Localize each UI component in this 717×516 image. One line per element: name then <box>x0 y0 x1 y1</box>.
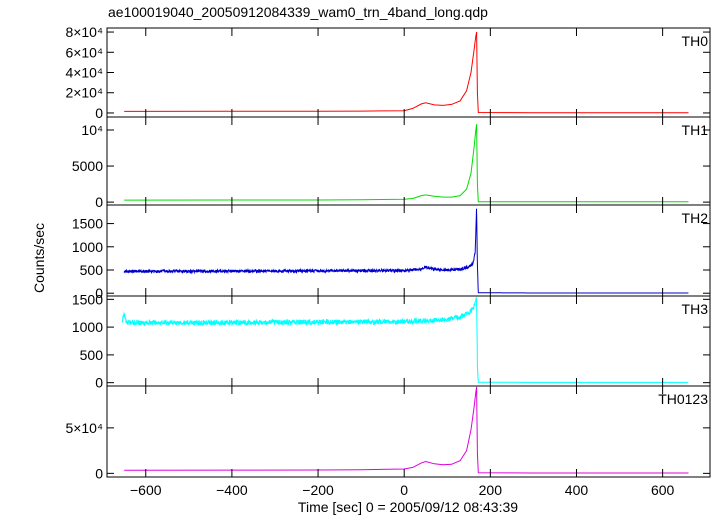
y-tick-label: 5×10⁴ <box>65 420 103 436</box>
panel-th2: 0 500 1000 1500 TH2 <box>72 204 711 301</box>
panel-label: TH0123 <box>658 391 708 407</box>
y-tick-label: 0 <box>95 465 103 481</box>
y-tick-label: 1000 <box>72 239 103 255</box>
y-tick-label: 0 <box>95 375 103 391</box>
x-tick-label: 200 <box>479 482 503 498</box>
x-tick-label: 400 <box>565 482 589 498</box>
series-line-th0 <box>124 31 689 114</box>
x-axis-label: Time [sec] 0 = 2005/09/12 08:43:39 <box>298 499 518 515</box>
panel-th0: 0 2×10⁴ 4×10⁴ 6×10⁴ 8×10⁴ TH0 <box>65 24 711 121</box>
panel-label: TH3 <box>682 301 709 317</box>
x-tick-label: −200 <box>302 482 334 498</box>
panel-th3: 0 500 1000 1500 TH3 <box>72 291 711 391</box>
y-tick-label: 8×10⁴ <box>65 24 103 40</box>
panel-label: TH0 <box>682 33 709 49</box>
chart-title: ae100019040_20050912084339_wam0_trn_4ban… <box>108 4 488 20</box>
y-tick-label: 5000 <box>72 158 103 174</box>
panel-th1: 0 5000 10⁴ TH1 <box>72 116 711 210</box>
y-tick-label: 10⁴ <box>81 122 103 138</box>
x-tick-label: −600 <box>130 482 162 498</box>
y-tick-label: 1500 <box>72 216 103 232</box>
series-line-th0123 <box>124 386 689 474</box>
y-tick-label: 500 <box>80 347 104 363</box>
x-tick-label: −400 <box>216 482 248 498</box>
series-line-th1 <box>124 124 689 203</box>
panel-frame <box>106 204 711 297</box>
y-tick-label: 0 <box>95 105 103 121</box>
panel-frame <box>106 116 711 206</box>
panel-th0123: 0 5×10⁴ TH0123 <box>65 385 711 481</box>
panel-label: TH2 <box>682 210 709 226</box>
y-tick-label: 4×10⁴ <box>65 65 103 81</box>
x-tick-label: 0 <box>400 482 408 498</box>
series-line-th3 <box>121 297 689 383</box>
y-tick-label: 0 <box>95 285 103 301</box>
y-tick-label: 0 <box>95 194 103 210</box>
y-tick-label: 1000 <box>72 319 103 335</box>
y-tick-label: 500 <box>80 262 104 278</box>
panel-frame <box>106 385 711 478</box>
y-axis-label: Counts/sec <box>31 223 47 293</box>
x-tick-label: 600 <box>651 482 675 498</box>
y-tick-label: 1500 <box>72 291 103 307</box>
panel-frame <box>106 295 711 387</box>
panel-frame <box>106 27 711 118</box>
y-tick-label: 2×10⁴ <box>65 85 103 101</box>
series-line-th2 <box>123 208 689 294</box>
panel-label: TH1 <box>682 122 709 138</box>
y-tick-label: 6×10⁴ <box>65 44 103 60</box>
